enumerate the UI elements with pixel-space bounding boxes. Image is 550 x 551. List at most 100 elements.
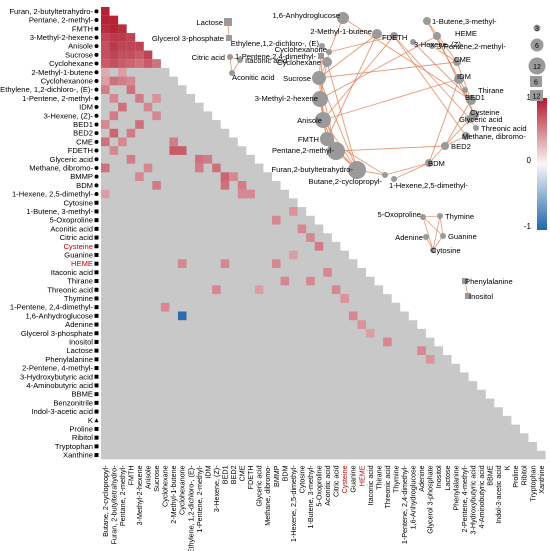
network-edge <box>322 35 395 121</box>
heatmap-cell <box>126 41 136 51</box>
column-label: Lactose <box>443 465 452 490</box>
row-marker-square <box>94 444 99 449</box>
network-edge <box>335 145 446 152</box>
row-marker-square <box>94 200 99 205</box>
heatmap-cell <box>357 320 367 329</box>
heatmap-cell <box>246 189 255 199</box>
row-marker-square <box>94 392 99 397</box>
node-bed1 <box>466 95 476 105</box>
node-1-butene-3-methyl <box>423 17 431 25</box>
node-label: Glyceric acid <box>459 115 502 124</box>
heatmap-cell <box>118 137 127 147</box>
row-marker-square <box>94 279 99 284</box>
row-marker-circle <box>94 165 99 170</box>
column-label: Guanine <box>349 465 358 492</box>
column-label: 2-Pentene, 4-methyl- <box>460 465 469 533</box>
heatmap-cell <box>280 276 290 286</box>
row-marker-square <box>94 244 99 249</box>
node-aconitic-acid <box>229 70 235 76</box>
heatmap-cell <box>306 276 315 286</box>
heatmap-cell <box>220 259 230 268</box>
node-furan-2-butyltetrahydro <box>348 161 366 179</box>
heatmap-cell <box>340 294 349 303</box>
heatmap-cell <box>109 50 119 60</box>
node-heme <box>433 32 441 40</box>
column-label: 3-Methyl-2-hexene <box>135 465 144 525</box>
heatmap-cell <box>118 41 127 51</box>
row-label: Sucrose <box>65 50 93 59</box>
row-label: Lactose <box>66 346 93 355</box>
heatmap-cell <box>272 215 281 225</box>
heatmap-cell <box>101 50 110 60</box>
row-marker-square <box>94 426 99 431</box>
heatmap-cell <box>126 33 136 42</box>
heatmap-cell <box>366 328 375 338</box>
row-marker-circle <box>94 18 99 23</box>
row-label: Pentane, 2-methyl- <box>29 16 94 25</box>
row-label: Ribitol <box>72 433 93 442</box>
row-label: BBME <box>71 390 93 399</box>
legend-size-label: 6 <box>535 43 539 50</box>
row-label: Tryptophan <box>55 442 93 451</box>
row-marker-square <box>94 226 99 231</box>
node-label: Glycerol 3-phosphate <box>152 34 224 43</box>
row-marker-square <box>94 453 99 458</box>
heatmap-cell <box>152 59 161 68</box>
heatmap-cell <box>101 59 110 68</box>
row-label: BMMP <box>70 172 93 181</box>
node-label: 3-Hexene, (Z)- <box>414 40 464 49</box>
node-methane-dibromo <box>462 132 470 140</box>
row-label: Cysteine <box>63 242 93 251</box>
row-marker-square <box>94 339 99 344</box>
colorbar-min-label: -1 <box>524 222 532 231</box>
node-fdeth <box>390 32 398 40</box>
network-edge <box>439 215 444 237</box>
row-label: Benzonitrile <box>53 398 93 407</box>
node-cme <box>453 58 461 66</box>
network-edge <box>326 61 358 171</box>
node-butane-2-cyclopropyl <box>382 172 388 178</box>
row-label: Cytosine <box>63 198 93 207</box>
heatmap-cell <box>101 41 110 51</box>
heatmap-cell <box>237 181 247 190</box>
heatmap-cell <box>383 337 392 347</box>
heatmap-cell <box>118 24 127 34</box>
network-component: 5-Oxoproline Thymine Adenine Guanine Cytosin… <box>378 210 477 255</box>
network-edge <box>319 35 438 100</box>
heatmap-cell <box>135 120 144 129</box>
correlation-network: Lactose Glycerol 3-phosphate Citric acid It… <box>152 11 527 301</box>
row-marker-circle <box>94 70 99 75</box>
heatmap-cell <box>143 163 153 173</box>
column-label: Threonic acid <box>383 465 392 508</box>
row-label: FDETH <box>68 146 93 155</box>
column-label: Cyclohexane <box>161 465 170 507</box>
node-label: FDETH <box>382 33 407 42</box>
column-label: CME <box>238 465 247 481</box>
column-label: FMTH <box>126 465 135 485</box>
network-component: 1,6-Anhydroglucose 2-Methyl-1-butene FDETH… <box>231 11 527 190</box>
column-label: Pentane, 2-methyl- <box>118 465 127 526</box>
node-3-pentene-2-methyl <box>429 43 435 49</box>
node-phenylalanine <box>462 278 468 284</box>
heatmap-cell <box>297 224 307 234</box>
row-marker-triangle <box>94 418 99 423</box>
row-marker-square <box>94 366 99 371</box>
row-marker-circle <box>94 122 99 127</box>
legend-shape-square <box>530 90 543 101</box>
row-label: 2-Methyl-1-butene <box>31 68 93 77</box>
heatmap-cell <box>135 59 144 68</box>
column-label: Inositol <box>434 465 443 488</box>
node-label: BDM <box>428 159 445 168</box>
node-label: IDM <box>457 72 471 81</box>
heatmap-cell <box>417 346 426 355</box>
column-label: Tryptophan <box>528 465 537 501</box>
row-label: Cyclohexanone <box>41 76 93 85</box>
row-marker-circle <box>94 105 99 110</box>
column-label: 5-Oxoproline <box>315 465 324 506</box>
legend-size-label: 12 <box>533 64 541 71</box>
row-label: 4-Aminobutyric acid <box>26 381 93 390</box>
node-label: Thymine <box>445 212 474 221</box>
row-marker-square <box>94 209 99 214</box>
row-marker-square <box>94 357 99 362</box>
column-label: K <box>503 465 512 470</box>
